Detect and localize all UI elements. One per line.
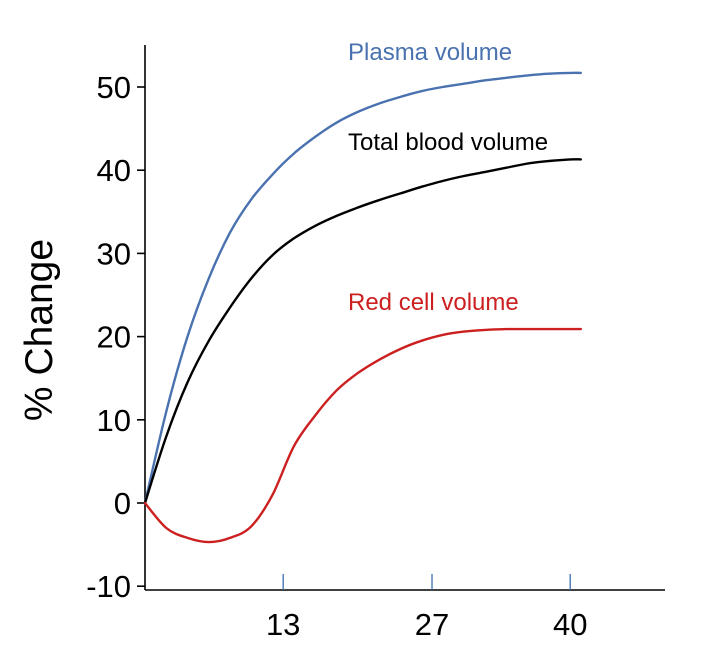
series-label-red-cell-volume: Red cell volume [348, 289, 519, 316]
y-tick-label: 40 [97, 153, 131, 188]
series-lines [143, 71, 582, 544]
series-line-total-blood-volume [143, 158, 582, 505]
series-labels: Plasma volume Total blood volume Red cell … [348, 39, 548, 316]
series-line-red-cell-volume [143, 327, 582, 544]
series-line-plasma-volume [143, 71, 582, 505]
series-label-plasma-volume: Plasma volume [348, 39, 512, 66]
y-axis-title: % Change [18, 239, 61, 421]
series-label-total-blood-volume: Total blood volume [348, 129, 548, 156]
y-tick-label: 30 [97, 236, 131, 271]
x-tick-label: 13 [266, 607, 300, 642]
y-tick-label: -10 [86, 569, 131, 604]
y-tick-label: 0 [114, 486, 131, 521]
y-tick-label: 10 [97, 403, 131, 438]
x-axis-ticks: 13 27 40 [266, 574, 587, 642]
y-tick-label: 20 [97, 320, 131, 355]
y-tick-label: 50 [97, 70, 131, 105]
x-tick-label: 40 [553, 607, 587, 642]
x-tick-label: 27 [415, 607, 449, 642]
y-axis-ticks: 50 40 30 20 10 0 -10 [86, 70, 145, 604]
